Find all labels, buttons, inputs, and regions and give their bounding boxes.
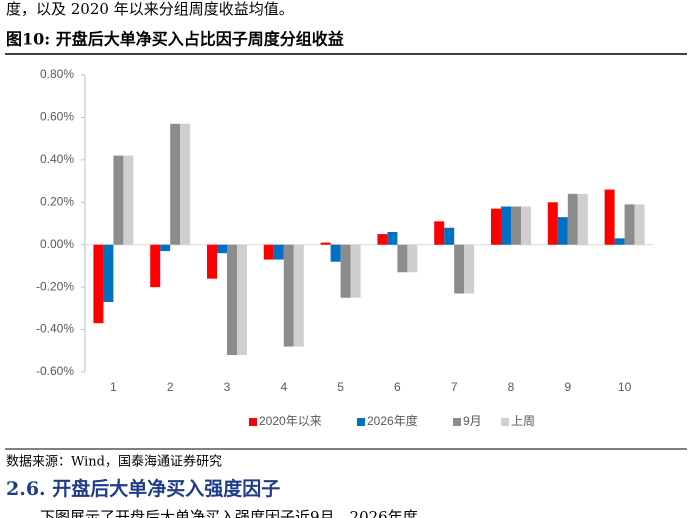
y-tick-label: 0.80% [40,67,74,81]
bar [160,244,171,252]
legend-swatch [501,418,509,426]
x-tick-label: 5 [337,380,344,394]
y-tick-label: 0.00% [40,237,74,251]
x-tick-label: 2 [167,380,174,394]
bar [444,227,455,245]
bar [340,244,351,298]
body-text: 下图展示了开盘后大单净买入强度因子近9月、2026年度 [40,508,418,518]
bar [217,244,227,254]
x-tick-label: 6 [394,380,401,394]
bar [150,244,161,288]
bar [407,244,418,273]
bar [557,217,568,245]
bar [227,244,237,356]
x-tick-label: 7 [451,380,458,394]
bar [377,234,388,245]
bar [521,206,531,245]
bar [93,244,104,324]
bar [237,244,247,356]
y-tick-label: 0.40% [40,152,74,166]
bar [180,123,191,245]
bar [491,208,501,245]
x-tick-label: 3 [224,380,231,394]
y-tick-label: 0.60% [40,110,74,124]
x-tick-label: 4 [280,380,287,394]
bar [614,238,625,245]
x-tick-label: 8 [508,380,515,394]
bar [387,231,398,245]
bar [207,244,217,279]
intro-text: 度，以及 2020 年以来分组周度收益均值。 [6,0,294,18]
bar [501,206,511,245]
x-tick-label: 9 [564,380,571,394]
chart: 0.80% 0.60% 0.40% 0.20% 0.00% -0.20% -0.40% -0.… [36,67,653,428]
bar [464,244,475,294]
source-text: 数据来源：Wind，国泰海通证券研究 [6,454,222,470]
legend-swatch [357,418,365,426]
bar [320,242,331,245]
bar [604,189,615,245]
bar [434,221,445,245]
bar [454,244,465,294]
bar [634,204,645,245]
bar [511,206,521,245]
x-tick-label: 1 [110,380,117,394]
section-heading: 2.6. 开盘后大单净买入强度因子 [6,477,280,500]
bar [123,155,134,245]
legend-swatch [249,418,257,426]
y-tick-label: -0.60% [36,364,74,378]
bar [350,244,361,298]
legend-label: 9月 [463,414,482,428]
legend-swatch [453,418,461,426]
bar [113,155,124,245]
y-tick-label: 0.20% [40,194,74,208]
bar [170,123,181,245]
bar [273,244,284,260]
bar [103,244,114,302]
y-tick-label: -0.40% [36,322,74,336]
bar [283,244,294,347]
bar [397,244,408,273]
legend-label: 上周 [511,414,535,428]
bar [624,204,635,245]
bar [547,202,558,245]
figure-caption: 图10: 开盘后大单净买入占比因子周度分组收益 [6,30,344,49]
legend-label: 2026年度 [367,413,418,428]
bar [293,244,304,347]
bar [577,193,588,245]
legend-label: 2020年以来 [259,414,322,428]
bar [567,193,578,245]
y-tick-label: -0.20% [36,279,74,293]
x-tick-label: 10 [618,380,632,394]
bar [263,244,274,260]
bar [330,244,341,262]
